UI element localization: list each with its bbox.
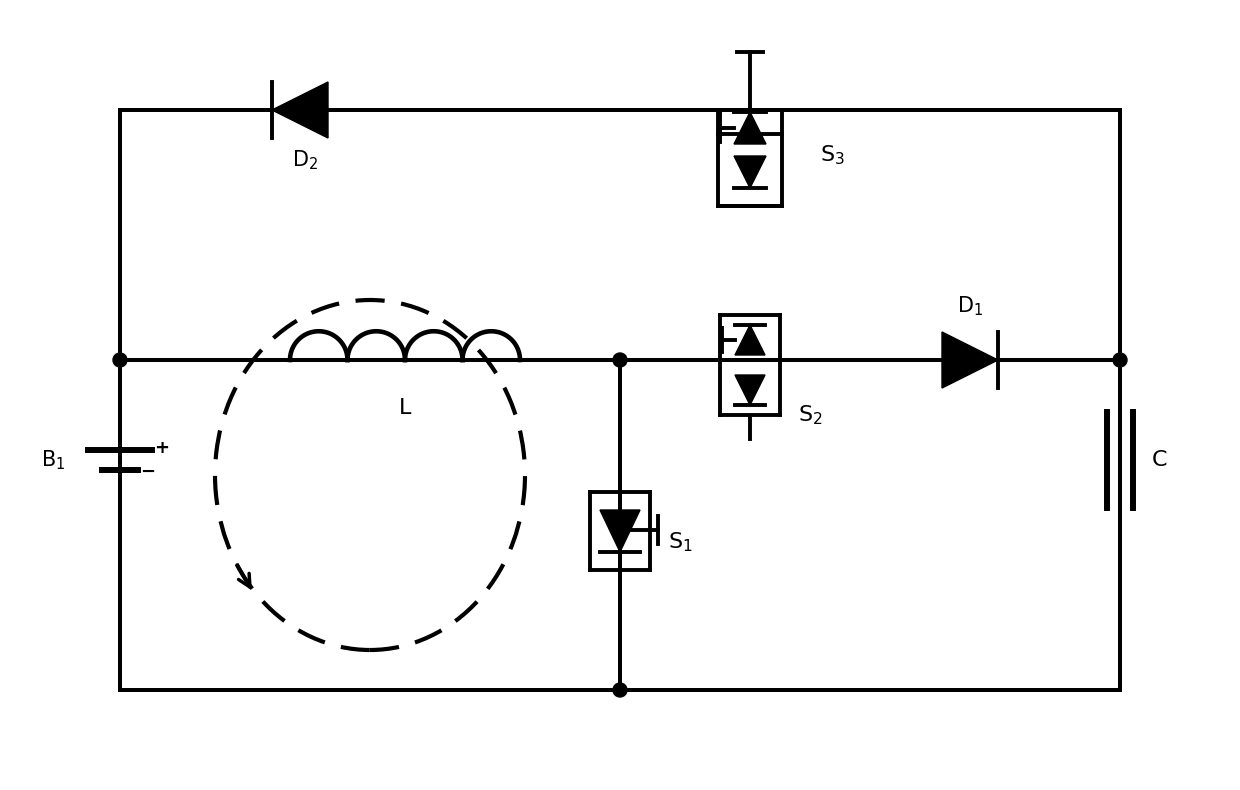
Circle shape	[1114, 353, 1127, 367]
Text: D$_1$: D$_1$	[957, 295, 983, 318]
Text: C: C	[1152, 450, 1168, 470]
Polygon shape	[272, 82, 329, 138]
Circle shape	[113, 353, 126, 367]
Text: S$_2$: S$_2$	[799, 403, 822, 427]
Text: L: L	[399, 398, 412, 418]
Text: +: +	[154, 439, 169, 457]
Polygon shape	[734, 112, 766, 144]
Polygon shape	[942, 332, 998, 388]
Polygon shape	[734, 156, 766, 188]
Circle shape	[613, 683, 627, 697]
Polygon shape	[735, 375, 765, 405]
Circle shape	[613, 353, 627, 367]
Polygon shape	[600, 510, 640, 552]
Polygon shape	[735, 325, 765, 355]
Text: S$_3$: S$_3$	[820, 143, 844, 167]
Text: D$_2$: D$_2$	[291, 148, 319, 171]
Text: S$_1$: S$_1$	[668, 530, 693, 554]
Text: B$_1$: B$_1$	[41, 448, 64, 472]
Text: −: −	[140, 463, 155, 481]
